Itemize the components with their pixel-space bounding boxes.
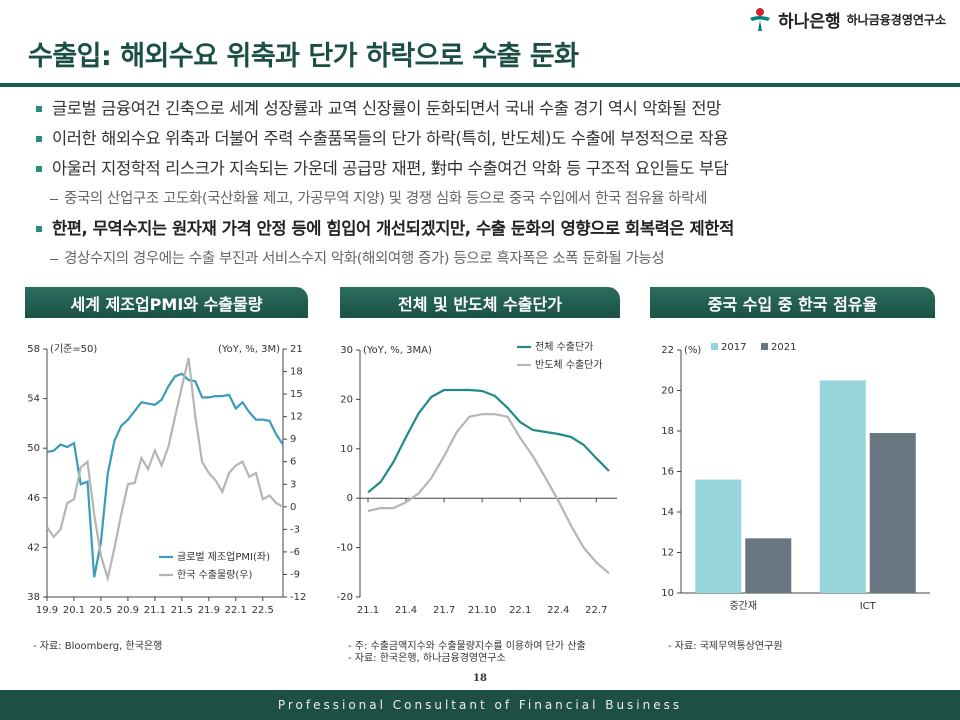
bar	[869, 433, 916, 593]
footer: Professional Consultant of Financial Bus…	[0, 690, 960, 720]
bar	[695, 479, 742, 593]
y-tick-label: 38	[27, 592, 40, 603]
logo: 하나은행 하나금융경영연구소	[748, 6, 946, 32]
y-tick-label: 14	[661, 507, 674, 518]
bullet-list: 글로벌 금융여건 긴축으로 세계 성장률과 교역 신장률이 둔화되면서 국내 수…	[34, 94, 944, 274]
legend-label: 2021	[771, 342, 796, 353]
sub-list: 중국의 산업구조 고도화(국산화율 제고, 가공무역 지양) 및 경쟁 심화 등…	[50, 184, 944, 214]
y2-tick-label: 6	[290, 457, 296, 468]
legend-label: 글로벌 제조업PMI(좌)	[177, 550, 270, 563]
y-tick-label: 20	[340, 394, 353, 405]
x-tick-label: 22.5	[252, 605, 274, 616]
y2-tick-label: 21	[290, 344, 303, 355]
y2-tick-label: -9	[290, 569, 300, 580]
bullet: 글로벌 금융여건 긴축으로 세계 성장률과 교역 신장률이 둔화되면서 국내 수…	[34, 94, 944, 124]
bullet: 이러한 해외수요 위축과 더불어 주력 수출품목들의 단가 하락(특히, 반도체…	[34, 124, 944, 154]
charts: 38 42 46 50 54 58 -12 -9 -6 -3 0 3 6 9 12 15 18 21 (기준=50)…	[27, 341, 930, 664]
y-axis-label: (%)	[684, 345, 701, 356]
y-tick-label: 0	[347, 493, 353, 504]
logo-text: 하나은행	[778, 11, 841, 32]
y2-tick-label: 9	[290, 434, 296, 445]
y-tick-label: 50	[27, 443, 40, 454]
y2-tick-label: -3	[290, 524, 300, 535]
legend-label: 반도체 수출단가	[535, 359, 603, 371]
logo-icon	[750, 8, 771, 31]
legend-label: 한국 수출물량(우)	[177, 569, 252, 581]
y-tick-label: 18	[661, 426, 674, 437]
org-name: 하나금융경영연구소	[846, 12, 946, 27]
sub-bullet: 중국의 산업구조 고도화(국산화율 제고, 가공무역 지양) 및 경쟁 심화 등…	[48, 184, 944, 214]
x-tick-label: 중간재	[729, 600, 757, 612]
x-tick-label: 20.5	[90, 605, 112, 616]
y-tick-label: 10	[340, 444, 353, 455]
line-series	[46, 357, 284, 583]
x-tick-label: 22.4	[547, 605, 569, 616]
source-note: - 주: 수출금액지수와 수출물량지수를 이용하여 단가 산출	[348, 639, 586, 652]
page-number: 18	[473, 673, 487, 684]
x-tick-label: 22.7	[585, 605, 607, 616]
chart-title: 중국 수입 중 한국 점유율	[650, 287, 935, 318]
x-tick-label: 21.4	[395, 605, 417, 616]
y-tick-label: 10	[661, 588, 674, 599]
line-series	[367, 413, 610, 575]
y-tick-label: 54	[27, 394, 40, 405]
chart-title: 전체 및 반도체 수출단가	[340, 287, 620, 318]
y2-tick-label: -6	[290, 547, 300, 558]
y2-tick-label: 0	[290, 502, 296, 513]
x-tick-label: 19.9	[36, 605, 58, 616]
x-tick-label: 21.1	[144, 605, 166, 616]
y-tick-label: -20	[337, 592, 353, 603]
y-tick-label: 46	[27, 493, 40, 504]
source-note: - 자료: 한국은행, 하나금융경영연구소	[348, 651, 506, 664]
x-tick-label: ICT	[860, 601, 877, 612]
y-tick-label: 16	[661, 467, 674, 478]
y-axis-label: (기준=50)	[50, 343, 97, 355]
x-tick-label: 21.7	[433, 605, 455, 616]
x-tick-label: 21.5	[171, 605, 193, 616]
y-tick-label: 22	[661, 345, 674, 356]
x-tick-label: 21.10	[468, 605, 497, 616]
y2-tick-label: 18	[290, 367, 303, 378]
x-tick-label: 21.9	[198, 605, 220, 616]
chart-title: 세계 제조업PMI와 수출물량	[25, 287, 308, 318]
bullet-text: 아울러 지정학적 리스크가 지속되는 가운데 공급망 재편, 對中 수출여건 악…	[52, 159, 729, 178]
y2-tick-label: 15	[290, 389, 303, 400]
y2-tick-label: 3	[290, 479, 296, 490]
line-series	[367, 388, 610, 494]
y-tick-label: 30	[340, 345, 353, 356]
legend-label: 전체 수출단가	[535, 341, 593, 353]
source-note: - 자료: 국제무역통상연구원	[668, 640, 783, 652]
y-axis-label: (YoY, %, 3MA)	[363, 345, 432, 356]
x-tick-label: 20.1	[63, 605, 85, 616]
y-tick-label: 58	[27, 344, 40, 355]
legend-label: 2017	[721, 342, 746, 353]
legend-swatch	[761, 343, 768, 350]
y-tick-label: 42	[27, 542, 40, 553]
y-tick-label: 12	[661, 548, 674, 559]
y2-tick-label: -12	[290, 592, 306, 603]
slide-title: 수출입: 해외수요 위축과 단가 하락으로 수출 둔화	[28, 41, 579, 72]
sub-list: 경상수지의 경우에는 수출 부진과 서비스수지 악화(해외여행 증가) 등으로 …	[50, 244, 944, 274]
bullet-text: 이러한 해외수요 위축과 더불어 주력 수출품목들의 단가 하락(특히, 반도체…	[52, 129, 729, 148]
x-tick-label: 22.1	[509, 605, 531, 616]
line-series	[46, 372, 284, 578]
y-tick-label: -10	[337, 543, 353, 554]
bar	[819, 380, 866, 593]
x-tick-label: 20.9	[117, 605, 139, 616]
sub-bullet: 경상수지의 경우에는 수출 부진과 서비스수지 악화(해외여행 증가) 등으로 …	[48, 244, 944, 274]
legend-swatch	[711, 343, 718, 350]
title-rule	[0, 83, 960, 87]
bar	[745, 538, 792, 593]
bullet: 한편, 무역수지는 원자재 가격 안정 등에 힘입어 개선되겠지만, 수출 둔화…	[34, 214, 944, 274]
x-tick-label: 21.1	[357, 605, 379, 616]
y2-tick-label: 12	[290, 412, 303, 423]
source-note: - 자료: Bloomberg, 한국은행	[33, 640, 162, 652]
x-tick-label: 22.1	[225, 605, 247, 616]
bullet-text: 글로벌 금융여건 긴축으로 세계 성장률과 교역 신장률이 둔화되면서 국내 수…	[52, 99, 721, 118]
bullet: 아울러 지정학적 리스크가 지속되는 가운데 공급망 재편, 對中 수출여건 악…	[34, 154, 944, 214]
bullet-text: 한편, 무역수지는 원자재 가격 안정 등에 힘입어 개선되겠지만, 수출 둔화…	[52, 219, 734, 238]
y-tick-label: 20	[661, 386, 674, 397]
y2-axis-label: (YoY, %, 3M)	[218, 344, 280, 355]
